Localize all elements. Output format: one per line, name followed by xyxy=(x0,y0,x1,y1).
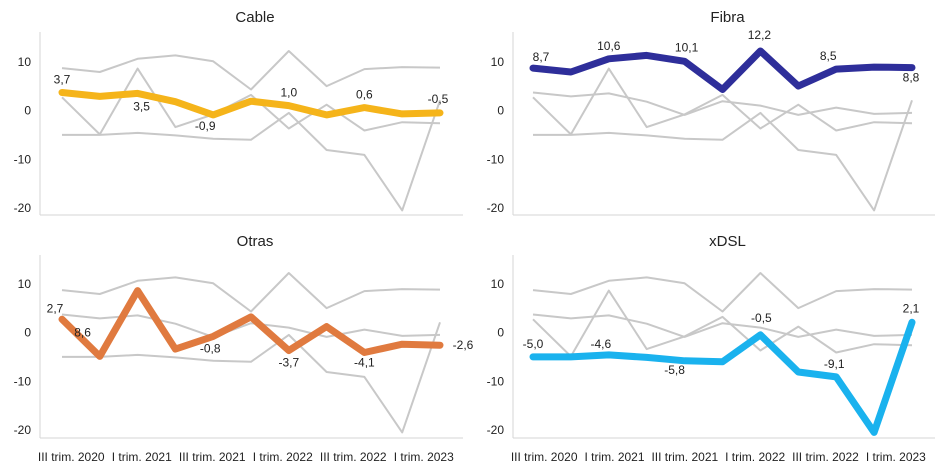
background-series-line-xdsl xyxy=(533,99,913,212)
y-tick-label: -20 xyxy=(14,201,32,215)
panel-title: Cable xyxy=(235,9,274,26)
background-series-line-fibra xyxy=(61,272,441,313)
x-tick-label: I trim. 2022 xyxy=(253,450,313,464)
data-label: -5,0 xyxy=(523,337,544,351)
y-tick-label: -10 xyxy=(487,152,505,166)
y-tick-label: 10 xyxy=(491,55,505,69)
panel-xdsl: xDSL 10 0 -10 -20 -5,0 -4,6 -5,8 -0,5 -9,1 2,1 III … xyxy=(487,233,935,464)
data-label: -4,1 xyxy=(354,355,375,369)
background-series-line-fibra xyxy=(61,50,441,91)
data-label: -9,1 xyxy=(824,357,845,371)
x-tick-label: III trim. 2020 xyxy=(38,450,105,464)
x-tick-label: III trim. 2021 xyxy=(179,450,246,464)
data-label: -0,5 xyxy=(751,311,772,325)
data-label: -5,8 xyxy=(664,363,685,377)
panel-title: xDSL xyxy=(709,233,746,250)
y-tick-label: 10 xyxy=(491,277,505,291)
highlight-series-line-xdsl xyxy=(529,318,916,436)
highlight-series-line-otras xyxy=(58,287,444,360)
data-label: 1,0 xyxy=(280,86,297,100)
background-series-line-otras xyxy=(532,67,913,136)
x-tick-label: I trim. 2023 xyxy=(866,450,926,464)
data-label: 2,1 xyxy=(903,301,920,315)
x-tick-label: I trim. 2022 xyxy=(725,450,785,464)
data-label: -2,6 xyxy=(453,338,474,352)
data-label: -0,5 xyxy=(428,92,449,106)
data-label: 8,6 xyxy=(74,326,91,340)
data-label: 3,5 xyxy=(133,99,150,113)
y-tick-label: -10 xyxy=(487,374,505,388)
y-tick-label: -20 xyxy=(487,201,505,215)
y-tick-label: 10 xyxy=(18,55,32,69)
y-tick-label: 10 xyxy=(18,277,32,291)
background-series-line-fibra xyxy=(532,272,913,313)
x-tick-label: III trim. 2020 xyxy=(511,450,578,464)
background-series-line-cable xyxy=(532,313,913,338)
data-label: 12,2 xyxy=(748,28,772,42)
data-label: -0,8 xyxy=(200,341,221,355)
y-tick-label: 0 xyxy=(24,326,31,340)
data-label: 2,7 xyxy=(47,301,64,315)
x-tick-label: III trim. 2022 xyxy=(320,450,387,464)
y-tick-label: 0 xyxy=(497,104,504,118)
data-label: 8,5 xyxy=(820,49,837,63)
x-tick-label: I trim. 2023 xyxy=(394,450,454,464)
background-series-line-cable xyxy=(532,91,913,116)
y-tick-label: 0 xyxy=(497,326,504,340)
data-label: -3,7 xyxy=(278,356,299,370)
x-tick-label: III trim. 2021 xyxy=(651,450,718,464)
background-series-line-xdsl xyxy=(62,321,441,434)
data-label: 10,6 xyxy=(597,39,621,53)
x-tick-label: I trim. 2021 xyxy=(112,450,172,464)
background-series-line-otras xyxy=(61,67,441,136)
panel-fibra: Fibra 10 0 -10 -20 8,7 10,6 10,1 12,2 8,5 8,8 xyxy=(487,9,935,216)
data-label: 0,6 xyxy=(356,88,373,102)
background-series-line-xdsl xyxy=(62,99,441,212)
x-tick-label: III trim. 2022 xyxy=(792,450,859,464)
panel-title: Otras xyxy=(237,233,274,250)
data-label: 3,7 xyxy=(54,72,71,86)
data-label: 10,1 xyxy=(675,40,699,54)
data-label: 8,7 xyxy=(533,50,550,64)
x-tick-label: I trim. 2021 xyxy=(584,450,644,464)
y-tick-label: -20 xyxy=(487,423,505,437)
data-label: 8,8 xyxy=(903,71,920,85)
y-tick-label: -10 xyxy=(14,152,32,166)
data-label: -0,9 xyxy=(195,119,216,133)
data-label: -4,6 xyxy=(590,337,611,351)
panel-otras: Otras 10 0 -10 -20 2,7 8,6 -0,8 -3,7 -4,1 -2,6 III … xyxy=(14,233,474,464)
panel-title: Fibra xyxy=(710,9,745,26)
y-tick-label: -10 xyxy=(14,374,32,388)
panel-cable: Cable 10 0 -10 -20 3,7 3,5 -0,9 1,0 0,6 -0,5 xyxy=(14,9,463,216)
y-tick-label: -20 xyxy=(14,423,32,437)
highlight-series-line-cable xyxy=(58,89,444,119)
highlight-series-line-fibra xyxy=(529,47,916,93)
background-series-line-otras xyxy=(532,289,913,358)
y-tick-label: 0 xyxy=(24,104,31,118)
